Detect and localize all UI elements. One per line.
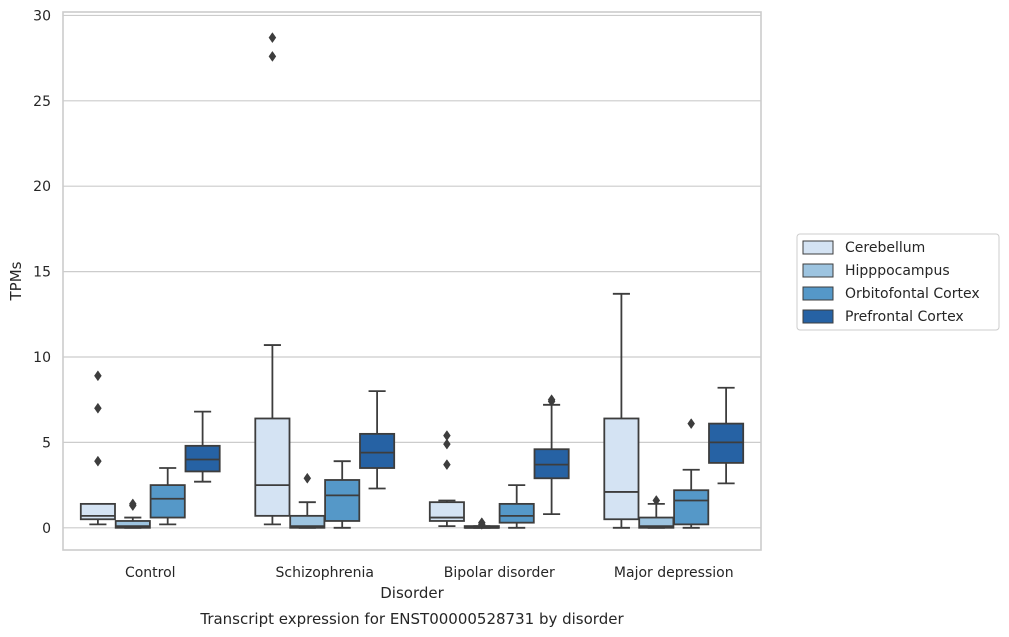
- box-hipppocampus: [289, 472, 326, 529]
- box-prefrontal-cortex: [708, 386, 745, 485]
- y-axis-ticks: 0 5 10 15 20 25 30: [33, 8, 51, 536]
- figure-caption: Transcript expression for ENST0000052873…: [199, 610, 624, 628]
- box-groups: [79, 32, 745, 530]
- box-orbitofontal-cortex: [324, 460, 361, 529]
- box-prefrontal-cortex: [359, 390, 396, 490]
- grid-lines: [63, 14, 761, 529]
- legend: Cerebellum Hipppocampus Orbitofontal Corte…: [796, 233, 1000, 331]
- iqr-box: [603, 417, 640, 521]
- box-orbitofontal-cortex: [149, 467, 186, 526]
- box-prefrontal-cortex: [533, 394, 570, 516]
- box-cerebellum: [428, 430, 465, 527]
- y-tick-label: 30: [33, 8, 51, 24]
- box-orbitofontal-cortex: [673, 418, 710, 529]
- legend-swatch: [802, 286, 834, 301]
- x-axis-ticks: Control Schizophrenia Bipolar disorder Majo…: [125, 565, 734, 581]
- box-hipppocampus: [114, 498, 151, 529]
- y-tick-label: 20: [33, 179, 51, 195]
- outlier-point: [443, 438, 451, 450]
- box-cerebellum: [603, 292, 640, 529]
- iqr-box: [324, 479, 361, 522]
- outlier-point: [128, 498, 137, 510]
- y-tick-label: 5: [42, 435, 51, 451]
- legend-frame: [796, 233, 1000, 331]
- box-hipppocampus: [463, 517, 500, 530]
- legend-swatch: [802, 240, 834, 255]
- outlier-point: [268, 32, 277, 44]
- outlier-point: [547, 394, 556, 406]
- x-axis-label: Disorder: [380, 584, 444, 602]
- iqr-box: [428, 501, 465, 522]
- y-tick-label: 10: [33, 350, 51, 366]
- y-tick-label: 25: [33, 94, 51, 110]
- box-cerebellum: [79, 370, 116, 526]
- outlier-point: [652, 495, 661, 506]
- legend-swatch: [802, 263, 834, 278]
- y-tick-label: 0: [42, 521, 51, 537]
- iqr-box: [498, 502, 535, 524]
- y-axis-label: TPMs: [7, 261, 25, 301]
- box-prefrontal-cortex: [184, 410, 221, 483]
- iqr-box: [254, 417, 291, 517]
- outlier-point: [443, 459, 451, 471]
- box-orbitofontal-cortex: [498, 484, 535, 529]
- iqr-box: [114, 520, 151, 529]
- iqr-box: [149, 484, 186, 519]
- x-tick-label: Control: [125, 565, 176, 581]
- outlier-point: [94, 402, 102, 414]
- outlier-point: [94, 370, 102, 382]
- legend-label: Cerebellum: [845, 240, 925, 256]
- box-cerebellum: [254, 32, 291, 526]
- legend-label: Hipppocampus: [845, 263, 950, 279]
- legend-label: Prefrontal Cortex: [845, 309, 964, 325]
- iqr-box: [359, 432, 396, 469]
- iqr-box: [673, 489, 710, 526]
- plot-frame: [62, 11, 762, 551]
- y-tick-label: 15: [33, 265, 51, 281]
- legend-label: Orbitofontal Cortex: [845, 286, 980, 302]
- outlier-point: [687, 418, 696, 430]
- legend-swatch: [802, 309, 834, 324]
- x-tick-label: Schizophrenia: [276, 565, 374, 581]
- outlier-point: [477, 517, 486, 529]
- outlier-point: [94, 455, 102, 467]
- outlier-point: [268, 50, 277, 62]
- x-tick-label: Bipolar disorder: [444, 565, 555, 581]
- iqr-box: [79, 502, 116, 521]
- x-tick-label: Major depression: [614, 565, 734, 581]
- outlier-point: [303, 472, 312, 484]
- outlier-point: [443, 430, 451, 442]
- box-hipppocampus: [638, 495, 675, 529]
